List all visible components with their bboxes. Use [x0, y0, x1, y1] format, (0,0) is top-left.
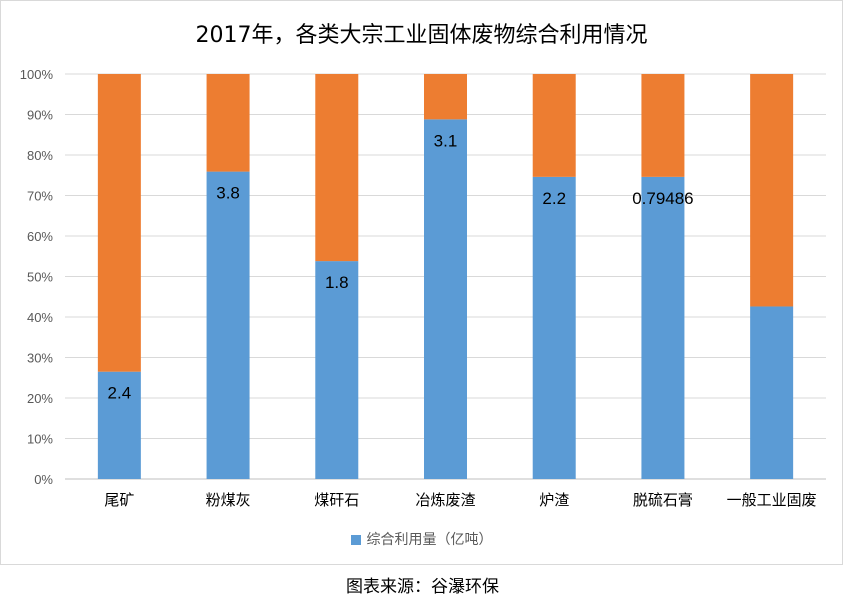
- source-note: 图表来源：谷瀑环保: [346, 577, 499, 597]
- y-tick-label: 20%: [27, 391, 53, 406]
- bar-segment-utilization: [750, 306, 794, 479]
- bar-segment-remainder: [532, 74, 576, 177]
- y-tick-label: 40%: [27, 310, 53, 325]
- bar-segment-remainder: [206, 74, 250, 172]
- data-label: 3.8: [216, 184, 240, 203]
- stacked-bar-chart: 0% 10% 20% 30% 40% 50% 60% 70% 80% 90% 100% 2.4 尾矿 3.…: [20, 67, 826, 509]
- x-tick-label: 煤矸石: [314, 491, 359, 509]
- bar-segment-remainder: [750, 74, 794, 307]
- bar-segment-utilization: [315, 261, 359, 479]
- bar-segment-utilization: [206, 171, 250, 480]
- chart-title: 2017年，各类大宗工业固体废物综合利用情况: [195, 23, 648, 48]
- bar-segment-remainder: [97, 74, 141, 372]
- y-tick-label: 10%: [27, 432, 53, 447]
- x-tick-label: 一般工业固废: [727, 491, 817, 509]
- y-tick-label: 90%: [27, 108, 53, 123]
- y-tick-label: 80%: [27, 148, 53, 163]
- bar-segment-utilization: [641, 176, 685, 479]
- data-label: 1.8: [325, 273, 349, 292]
- bar-segment-utilization: [532, 176, 576, 479]
- data-label: 0.79486: [632, 189, 693, 208]
- legend: 综合利用量（亿吨）: [1, 529, 842, 549]
- bar-segment-utilization: [424, 119, 467, 480]
- chart-frame: 2017年，各类大宗工业固体废物综合利用情况 0% 10% 20% 30% 40% 50%…: [0, 0, 843, 565]
- y-tick-label: 50%: [27, 270, 53, 285]
- bar-segment-remainder: [641, 74, 685, 177]
- x-tick-label: 尾矿: [104, 491, 134, 509]
- y-tick-label: 70%: [27, 189, 53, 204]
- data-label: 3.1: [434, 131, 458, 150]
- y-tick-label: 60%: [27, 229, 53, 244]
- legend-label-utilization: 综合利用量（亿吨）: [366, 532, 493, 548]
- x-tick-label: 粉煤灰: [206, 491, 251, 509]
- data-label: 2.4: [108, 384, 132, 403]
- y-tick-label: 100%: [20, 67, 54, 82]
- data-label: 2.2: [542, 189, 566, 208]
- x-tick-label: 脱硫石膏: [633, 491, 693, 509]
- legend-swatch-utilization: [350, 535, 361, 545]
- bar-segment-remainder: [315, 74, 359, 262]
- y-tick-label: 0%: [34, 472, 53, 487]
- x-tick-label: 冶炼废渣: [415, 491, 475, 509]
- y-tick-label: 30%: [27, 351, 53, 366]
- x-tick-label: 炉渣: [539, 491, 569, 509]
- bar-segment-utilization: [97, 371, 141, 479]
- bar-segment-remainder: [424, 74, 467, 120]
